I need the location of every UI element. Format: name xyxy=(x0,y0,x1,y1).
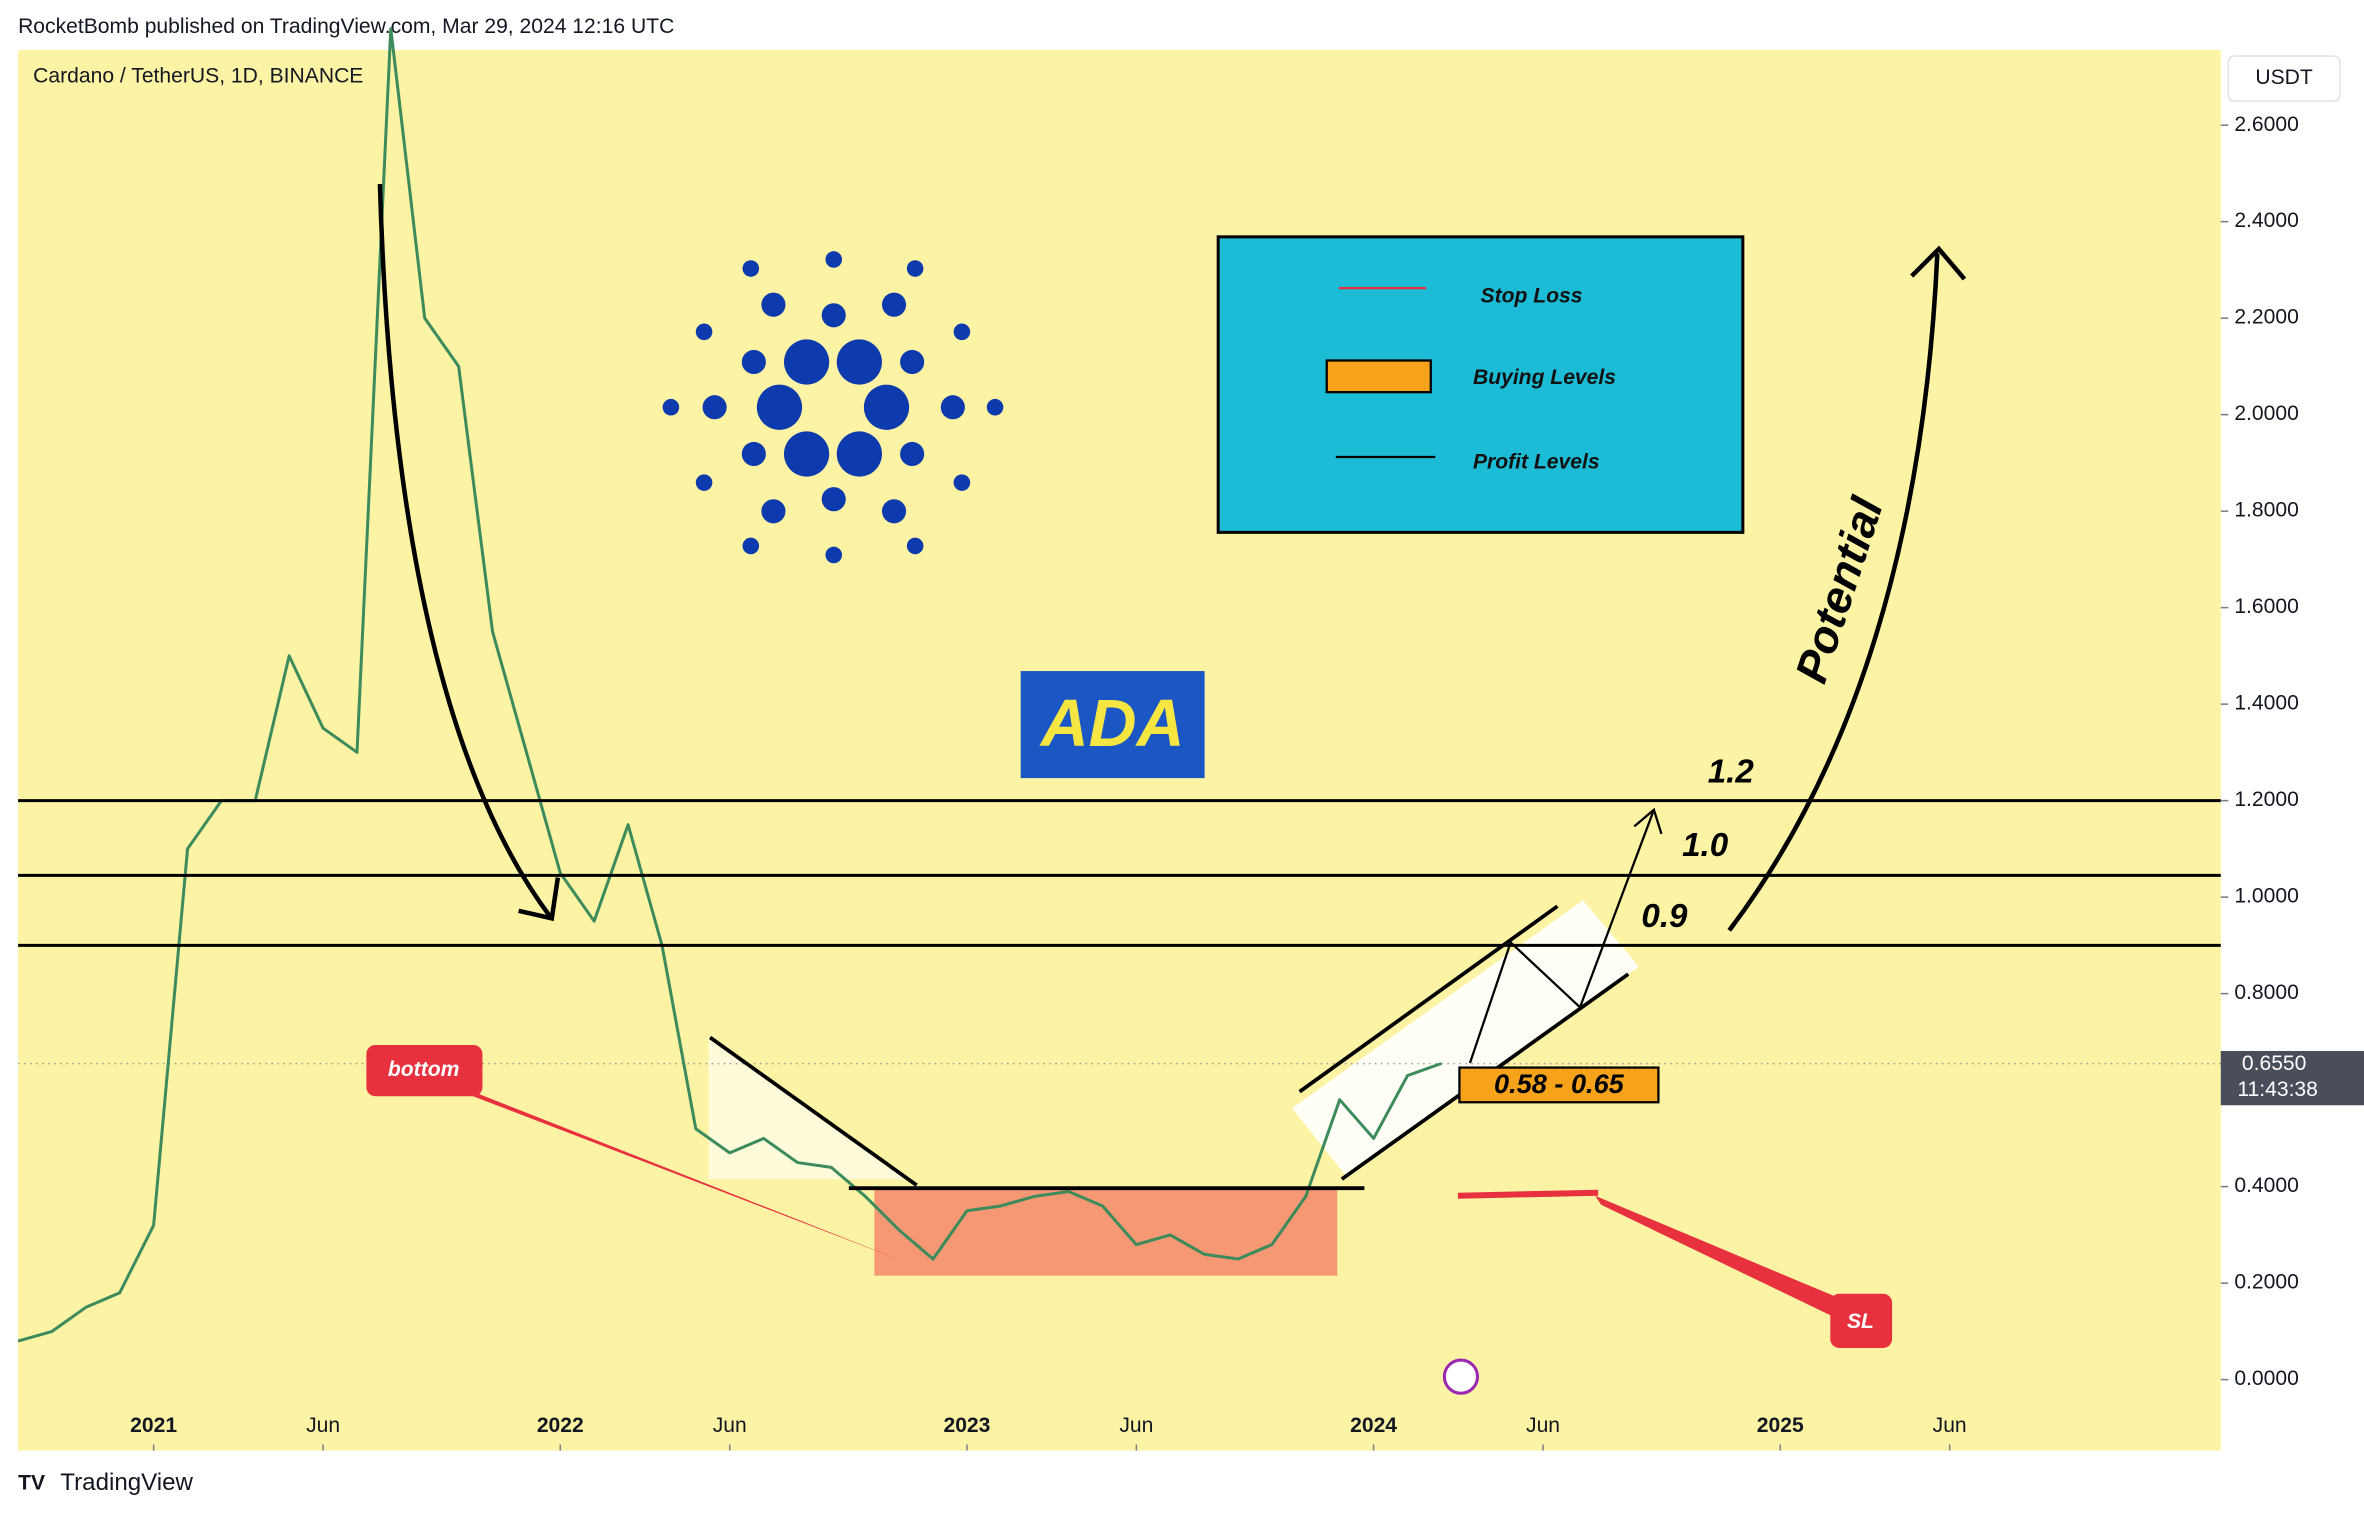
coin-label: ADA xyxy=(1039,687,1185,761)
coin-box xyxy=(1020,671,1205,779)
header: RocketBomb published on TradingView.com,… xyxy=(18,15,674,38)
stop-loss-line xyxy=(1457,1189,1599,1199)
logo-dot xyxy=(836,431,882,477)
logo-dot xyxy=(783,339,830,385)
logo-dot xyxy=(906,537,924,555)
y-tick-label: 1.4000 xyxy=(2234,692,2299,715)
level-label: 1.2 xyxy=(1708,753,1755,790)
channel-zone xyxy=(1292,900,1639,1177)
logo-dot xyxy=(695,323,713,341)
tv-icon: TV xyxy=(18,1471,45,1494)
footer: TradingView xyxy=(60,1469,193,1496)
logo-dot xyxy=(953,474,971,491)
logo-dot xyxy=(761,499,786,524)
y-tick-label: 0.4000 xyxy=(2234,1174,2299,1197)
logo-dot xyxy=(741,349,766,375)
x-tick-label: 2023 xyxy=(943,1414,990,1437)
y-tick-label: 0.2000 xyxy=(2234,1271,2299,1294)
logo-dot xyxy=(836,339,882,385)
trend-line xyxy=(709,1035,918,1187)
y-tick-label: 1.8000 xyxy=(2234,499,2299,522)
y-tick-label: 0.8000 xyxy=(2234,981,2299,1004)
y-tick-label: 2.6000 xyxy=(2234,113,2299,136)
callout xyxy=(1595,1195,1858,1327)
logo-dot xyxy=(953,323,971,341)
legend-label: Profit Levels xyxy=(1473,451,1600,474)
y-tick-label: 0.0000 xyxy=(2234,1367,2299,1390)
logo-dot xyxy=(662,398,680,416)
logo-dot xyxy=(783,431,830,477)
logo-dot xyxy=(741,441,766,467)
logo-dot xyxy=(906,260,924,277)
channel-top xyxy=(1298,904,1559,1094)
logo-dot xyxy=(742,260,760,277)
buy-zone-box xyxy=(1458,1066,1660,1104)
legend-label: Stop Loss xyxy=(1481,285,1583,308)
logo-dot xyxy=(940,395,965,420)
callout-box xyxy=(366,1044,483,1097)
last-price-label: 0.6550 xyxy=(2242,1052,2307,1075)
projection xyxy=(1468,809,1655,1064)
y-tick-label: 2.0000 xyxy=(2234,402,2299,425)
logo-dot xyxy=(702,395,727,420)
arrow-head xyxy=(518,877,561,922)
event-icon[interactable] xyxy=(1442,1358,1480,1395)
level-label: 1.0 xyxy=(1682,827,1729,864)
y-tick-label: 1.2000 xyxy=(2234,788,2299,811)
arrow-head xyxy=(1633,807,1663,835)
logo-dot xyxy=(863,384,910,430)
down-arrow xyxy=(377,184,553,919)
y-tick-label: 2.4000 xyxy=(2234,209,2299,232)
logo-dot xyxy=(756,384,803,430)
x-tick-label: Jun xyxy=(1526,1414,1560,1437)
logo-dot xyxy=(881,292,907,317)
callout-box xyxy=(1830,1293,1893,1348)
logo-dot xyxy=(761,292,786,317)
x-tick-label: Jun xyxy=(1933,1414,1967,1437)
logo-dot xyxy=(825,546,843,564)
logo-dot xyxy=(821,303,846,328)
logo-dot xyxy=(881,499,907,524)
arrow-head xyxy=(1910,245,1967,281)
logo-dot xyxy=(900,349,925,375)
logo-dot xyxy=(900,441,925,467)
legend-swatch xyxy=(1325,359,1432,394)
cardano-logo xyxy=(662,251,1004,564)
bottom-label: bottom xyxy=(388,1058,459,1081)
currency-button[interactable] xyxy=(2227,55,2341,102)
legend-label: Buying Levels xyxy=(1473,366,1616,389)
logo-dot xyxy=(825,251,843,268)
logo-dot xyxy=(821,487,846,512)
price-tag xyxy=(2220,1050,2364,1106)
x-tick-label: 2025 xyxy=(1757,1414,1804,1437)
y-tick-label: 1.6000 xyxy=(2234,595,2299,618)
x-tick-label: Jun xyxy=(1119,1414,1153,1437)
y-tick-label: 2.2000 xyxy=(2234,306,2299,329)
y-tick-label: 1.0000 xyxy=(2234,885,2299,908)
x-tick-label: 2024 xyxy=(1350,1414,1397,1437)
sl-label: SL xyxy=(1847,1310,1874,1333)
chart-title: Cardano / TetherUS, 1D, BINANCE xyxy=(33,65,363,88)
x-tick-label: 2022 xyxy=(537,1414,584,1437)
x-tick-label: Jun xyxy=(306,1414,340,1437)
countdown: 11:43:38 xyxy=(2237,1078,2318,1101)
legend-box xyxy=(1216,235,1745,534)
logo-dot xyxy=(986,398,1004,416)
logo-dot xyxy=(742,537,760,555)
buy-zone-label: 0.58 - 0.65 xyxy=(1494,1068,1625,1099)
logo-dot xyxy=(695,474,713,491)
x-tick-label: Jun xyxy=(713,1414,747,1437)
currency[interactable]: USDT xyxy=(2255,66,2313,89)
x-tick-label: 2021 xyxy=(130,1414,177,1437)
bottom-zone xyxy=(874,1188,1338,1276)
potential-arrow xyxy=(1727,253,1940,932)
level-label: 0.9 xyxy=(1641,898,1688,935)
